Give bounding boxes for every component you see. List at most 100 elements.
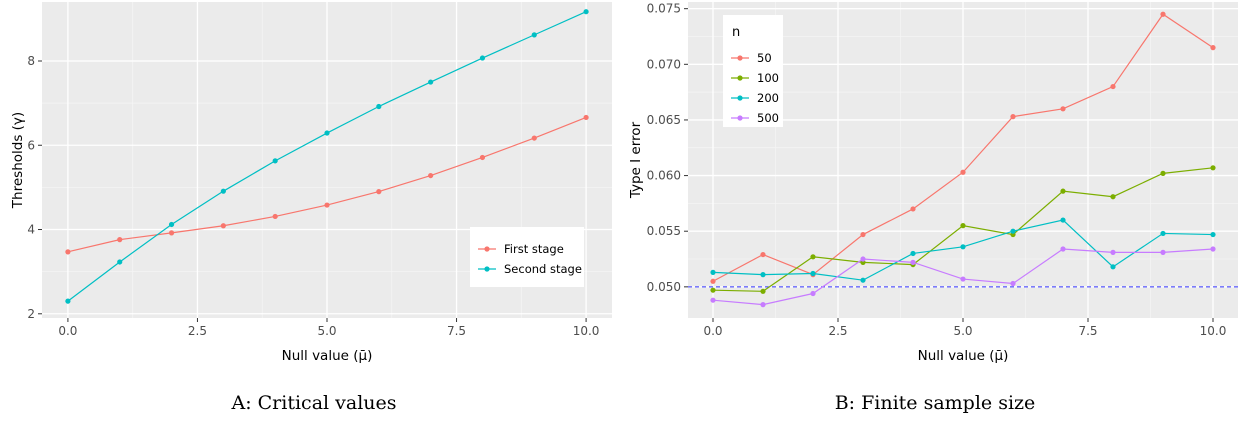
data-point <box>168 230 175 236</box>
legend-box <box>470 227 584 287</box>
legend-key-point <box>737 55 743 61</box>
legend-title: n <box>732 25 740 40</box>
y-axis-title: Thresholds (γ) <box>10 112 26 209</box>
legend-label: 100 <box>757 71 779 85</box>
data-point <box>760 302 766 308</box>
data-point <box>960 244 966 250</box>
y-tick-label: 0.065 <box>647 113 681 127</box>
chart-b-finite-sample-size: 0.0 2.5 5.0 7.5 10.0 0.050 0.055 0.060 0.065 0.07… <box>628 2 1238 364</box>
data-point <box>710 269 716 275</box>
legend-key-point <box>484 246 490 252</box>
x-tick-label: 7.5 <box>447 324 466 338</box>
data-point <box>1010 280 1016 287</box>
data-point <box>531 135 537 141</box>
data-point <box>583 114 589 121</box>
data-point <box>1210 45 1216 51</box>
data-point <box>1160 11 1166 17</box>
data-point <box>710 287 716 293</box>
x-tick-label: 7.5 <box>1078 324 1097 338</box>
legend-key-point <box>737 75 743 81</box>
data-point <box>117 237 123 243</box>
data-point <box>960 169 966 175</box>
y-tick-label: 0.070 <box>647 57 681 71</box>
y-tick-label: 2 <box>27 307 35 321</box>
data-point <box>272 158 278 164</box>
data-point <box>376 189 382 195</box>
x-tick-label: 0.0 <box>703 324 722 338</box>
data-point <box>220 188 226 194</box>
data-point <box>117 259 123 265</box>
y-tick-label: 0.075 <box>647 2 681 16</box>
data-point <box>1060 188 1066 194</box>
data-point <box>1210 231 1216 238</box>
data-point <box>810 270 816 277</box>
x-tick-label: 10.0 <box>573 324 600 338</box>
data-point <box>810 254 816 260</box>
chart-a-critical-values: 0.0 2.5 5.0 7.5 10.0 2 4 6 8 Null value (μ̄) Thres… <box>10 2 612 364</box>
data-point <box>1110 264 1116 270</box>
x-tick-label: 5.0 <box>317 324 336 338</box>
legend-label: 50 <box>757 51 772 65</box>
data-point <box>220 223 226 229</box>
data-point <box>1060 217 1066 223</box>
data-point <box>479 55 486 61</box>
data-point <box>760 251 766 258</box>
data-point <box>910 206 916 212</box>
y-tick-label: 6 <box>27 138 35 152</box>
data-point <box>1160 230 1166 237</box>
data-point <box>65 298 71 304</box>
x-tick-label: 10.0 <box>1200 324 1227 338</box>
data-point <box>860 231 866 238</box>
y-axis-title: Type I error <box>628 121 644 199</box>
data-point <box>710 278 716 284</box>
data-point <box>1110 249 1116 255</box>
data-point <box>810 290 816 297</box>
data-point <box>910 259 916 265</box>
data-point <box>583 9 589 15</box>
data-point <box>324 130 330 136</box>
x-tick-label: 2.5 <box>188 324 207 338</box>
data-point <box>428 79 434 85</box>
y-tick-label: 4 <box>27 223 35 237</box>
data-point <box>860 277 866 283</box>
data-point <box>1010 228 1016 234</box>
caption-b: B: Finite sample size <box>835 392 1036 414</box>
y-tick-label: 8 <box>27 54 35 68</box>
data-point <box>428 172 434 179</box>
y-tick-label: 0.060 <box>647 169 681 183</box>
legend-label: 200 <box>757 91 779 105</box>
data-point <box>1060 106 1066 112</box>
data-point <box>1110 83 1116 90</box>
legend-label: First stage <box>504 242 564 256</box>
data-point <box>960 276 966 282</box>
data-point <box>168 221 175 228</box>
data-point <box>1160 249 1166 255</box>
data-point <box>760 272 766 278</box>
legend-key-point <box>737 115 743 121</box>
data-point <box>1210 165 1216 171</box>
x-tick-label: 2.5 <box>828 324 847 338</box>
data-point <box>960 223 966 229</box>
x-tick-label: 5.0 <box>953 324 972 338</box>
data-point <box>910 250 916 257</box>
data-point <box>860 256 866 262</box>
data-point <box>531 32 537 38</box>
legend-label: 500 <box>757 111 779 125</box>
x-axis-title: Null value (μ̄) <box>918 348 1009 364</box>
data-point <box>1110 194 1116 200</box>
data-point <box>1060 246 1066 252</box>
data-point <box>65 249 71 255</box>
data-point <box>760 288 766 294</box>
data-point <box>376 103 382 110</box>
y-tick-label: 0.050 <box>647 280 681 294</box>
legend-box <box>723 15 783 127</box>
data-point <box>479 154 486 161</box>
legend-label: Second stage <box>504 262 582 276</box>
data-point <box>1160 170 1166 176</box>
data-point <box>1210 246 1216 252</box>
y-tick-label: 0.055 <box>647 224 681 238</box>
data-point <box>324 202 330 208</box>
x-axis-title: Null value (μ̄) <box>282 348 373 364</box>
data-point <box>1010 114 1016 120</box>
